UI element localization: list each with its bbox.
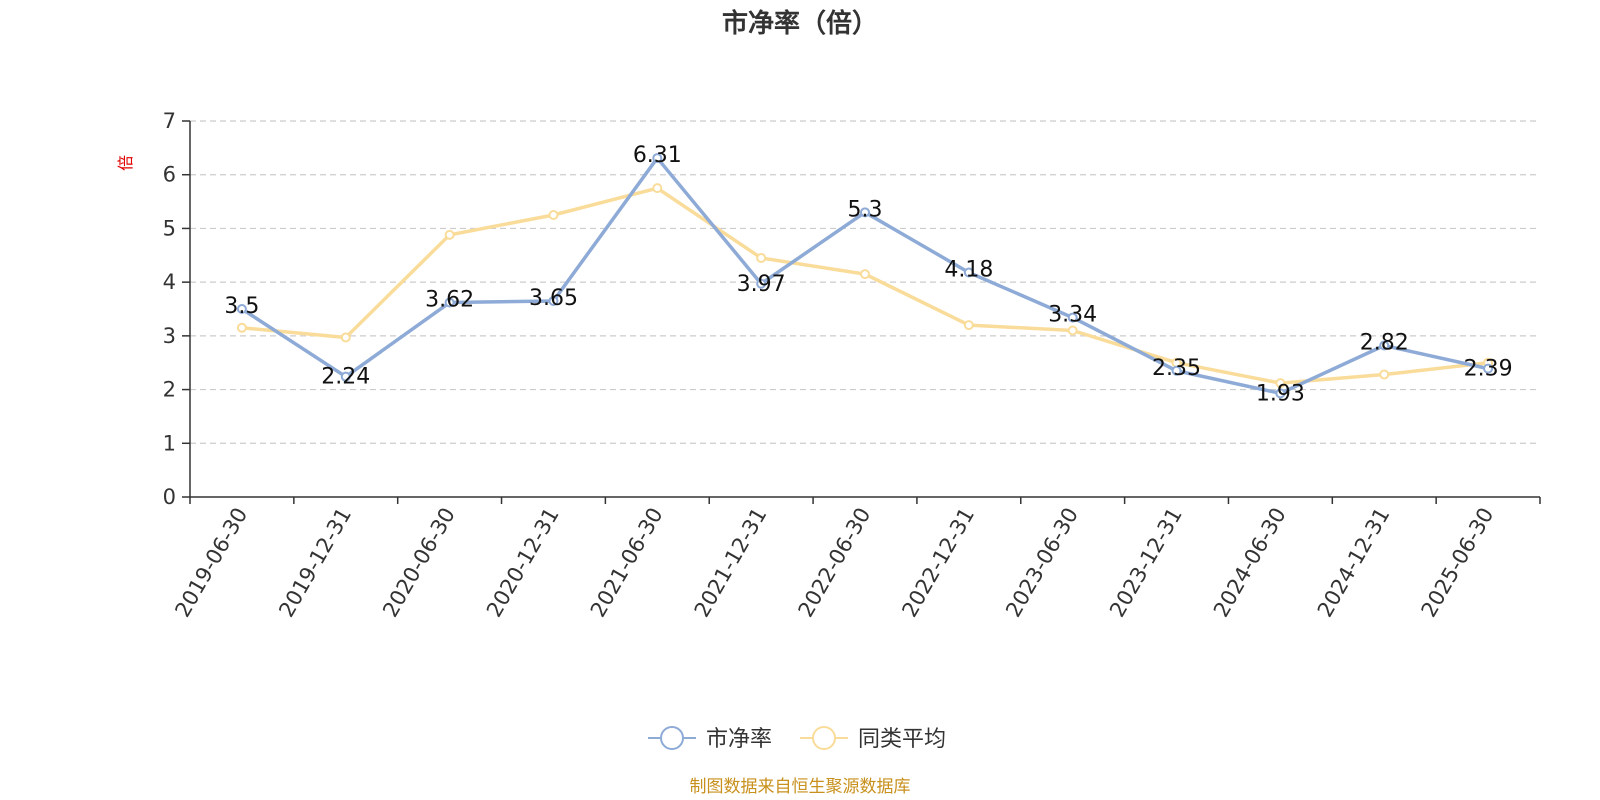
data-point[interactable] [652, 153, 663, 164]
data-point[interactable] [1275, 388, 1286, 399]
data-point[interactable] [860, 207, 870, 218]
data-point[interactable] [1379, 369, 1390, 380]
data-point[interactable] [860, 269, 870, 280]
data-point[interactable] [756, 252, 767, 263]
data-label: 2.39 [1464, 357, 1513, 382]
data-point[interactable] [340, 332, 351, 343]
y-tick-label: 5 [163, 216, 176, 240]
x-tick-label: 2021-06-30 [586, 504, 668, 622]
legend[interactable]: 市净率 同类平均 [648, 726, 946, 752]
data-label: 1.93 [1256, 381, 1305, 406]
chart-title: 市净率（倍） [722, 8, 878, 39]
y-tick-label: 0 [163, 485, 176, 509]
x-tick-label: 2023-06-30 [1001, 504, 1083, 622]
data-label: 4.18 [944, 257, 993, 282]
data-point[interactable] [548, 210, 559, 220]
data-point[interactable] [1275, 378, 1286, 389]
x-tick-label: 2020-12-31 [482, 504, 564, 622]
x-tick-label: 2019-12-31 [274, 504, 356, 622]
y-tick-label: 7 [163, 109, 176, 133]
data-point[interactable] [1379, 340, 1390, 351]
data-label: 5.3 [848, 197, 883, 222]
data-label: 6.31 [633, 143, 682, 168]
data-label: 3.34 [1048, 303, 1097, 328]
gridlines [190, 120, 1540, 444]
data-point[interactable] [756, 278, 767, 289]
data-point[interactable] [548, 295, 559, 306]
data-point[interactable] [1067, 325, 1078, 336]
data-label: 3.97 [737, 272, 786, 297]
data-label: 3.5 [224, 294, 259, 319]
data-point[interactable] [236, 304, 247, 314]
data-labels: 3.5 2.24 3.62 3.65 6.31 3.97 5.3 4.18 3.34 2.35 1.… [224, 143, 1512, 406]
data-point[interactable] [1483, 363, 1494, 374]
y-tick-label: 1 [163, 431, 176, 455]
data-point[interactable] [652, 183, 663, 194]
data-point[interactable] [1067, 312, 1078, 323]
x-tick-label: 2021-12-31 [690, 504, 772, 622]
y-tick-label: 4 [163, 270, 176, 294]
data-label: 2.35 [1152, 356, 1201, 381]
data-point[interactable] [444, 297, 455, 308]
data-point[interactable] [236, 322, 247, 333]
x-tick-label: 2024-12-31 [1313, 504, 1395, 622]
x-tick-label: 2020-06-30 [378, 503, 460, 621]
data-label: 2.82 [1360, 331, 1409, 356]
data-point[interactable] [963, 267, 974, 278]
data-point[interactable] [340, 371, 351, 382]
x-tick-label: 2022-06-30 [794, 504, 876, 622]
data-label: 3.65 [529, 286, 578, 311]
x-tick-label: 2023-12-31 [1105, 504, 1187, 622]
data-label: 2.24 [321, 365, 370, 390]
y-tick-label: 6 [163, 163, 176, 187]
x-tick-label: 2024-06-30 [1209, 504, 1291, 622]
x-tick-label: 2019-06-30 [170, 504, 252, 622]
data-point[interactable] [444, 229, 455, 240]
x-tick-label: 2022-12-31 [897, 504, 979, 622]
legend-marker[interactable] [812, 726, 836, 750]
legend-label[interactable]: 市净率 [706, 727, 772, 752]
legend-marker[interactable] [660, 726, 684, 750]
y-axis-unit-label: 倍 [116, 155, 135, 171]
y-tick-label: 2 [163, 378, 176, 402]
series-lines [236, 153, 1494, 399]
data-point[interactable] [963, 320, 974, 331]
data-source-note: 制图数据来自恒生聚源数据库 [690, 777, 911, 797]
data-label: 3.62 [425, 288, 474, 313]
y-tick-label: 3 [163, 324, 176, 348]
legend-label[interactable]: 同类平均 [858, 727, 946, 752]
x-tick-label: 2025-06-30 [1417, 504, 1499, 622]
data-point[interactable] [1171, 365, 1182, 376]
